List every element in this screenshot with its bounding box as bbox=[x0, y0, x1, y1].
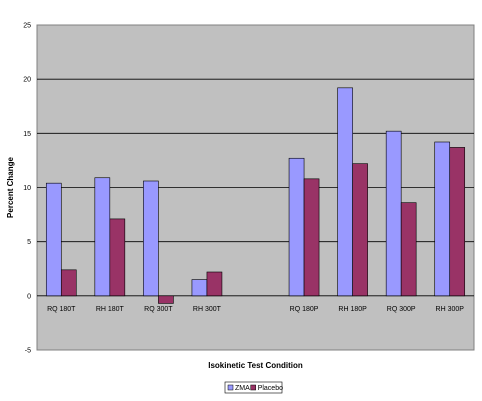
bar-series bbox=[45, 87, 466, 304]
bar-placebo bbox=[400, 202, 417, 297]
x-tick-label: RQ 300T bbox=[144, 306, 173, 313]
bar-placebo bbox=[60, 269, 77, 297]
bar-zma bbox=[45, 182, 62, 297]
bar-placebo bbox=[158, 295, 174, 304]
x-tick-label: RQ 180T bbox=[47, 306, 76, 313]
x-tick-label: RH 180T bbox=[96, 306, 125, 313]
legend-label-placebo: Placebo bbox=[258, 385, 283, 392]
y-tick-label: 5 bbox=[27, 239, 31, 246]
x-tick-label: RQ 180P bbox=[290, 306, 319, 313]
y-tick-label: 0 bbox=[27, 293, 31, 300]
bar-zma bbox=[94, 177, 111, 297]
y-tick-labels: -5 0 5 10 15 20 25 bbox=[23, 23, 31, 355]
y-tick-label: -5 bbox=[25, 348, 31, 355]
x-axis-title: Isokinetic Test Condition bbox=[208, 361, 303, 370]
y-tick-label: 15 bbox=[23, 131, 31, 138]
legend-label-zma: ZMA bbox=[235, 385, 250, 392]
x-tick-labels: RQ 180T RH 180T RQ 300T RH 300T RQ 180P RH 18… bbox=[47, 306, 464, 313]
bar-zma bbox=[191, 279, 208, 297]
bar-zma bbox=[337, 87, 353, 297]
legend-swatch-placebo bbox=[250, 384, 256, 391]
x-tick-label: RQ 300P bbox=[387, 306, 416, 313]
x-tick-label: RH 300T bbox=[193, 306, 222, 313]
bar-placebo bbox=[352, 163, 368, 297]
bar-placebo bbox=[206, 271, 223, 297]
bar-zma bbox=[434, 141, 451, 297]
legend: ZMA Placebo bbox=[224, 381, 283, 394]
bar-placebo bbox=[109, 218, 126, 297]
y-tick-label: 10 bbox=[23, 185, 31, 192]
bar-zma bbox=[143, 180, 159, 297]
legend-swatch-zma bbox=[227, 384, 234, 391]
bar-placebo bbox=[303, 178, 320, 297]
x-tick-label: RH 300P bbox=[436, 306, 465, 313]
x-tick-label: RH 180P bbox=[338, 306, 367, 313]
bar-placebo bbox=[449, 147, 466, 297]
y-axis-title: Percent Change bbox=[6, 156, 15, 217]
y-tick-label: 20 bbox=[23, 77, 31, 84]
y-tick-label: 25 bbox=[23, 23, 31, 30]
bar-zma bbox=[288, 157, 305, 297]
bar-zma bbox=[385, 130, 402, 297]
